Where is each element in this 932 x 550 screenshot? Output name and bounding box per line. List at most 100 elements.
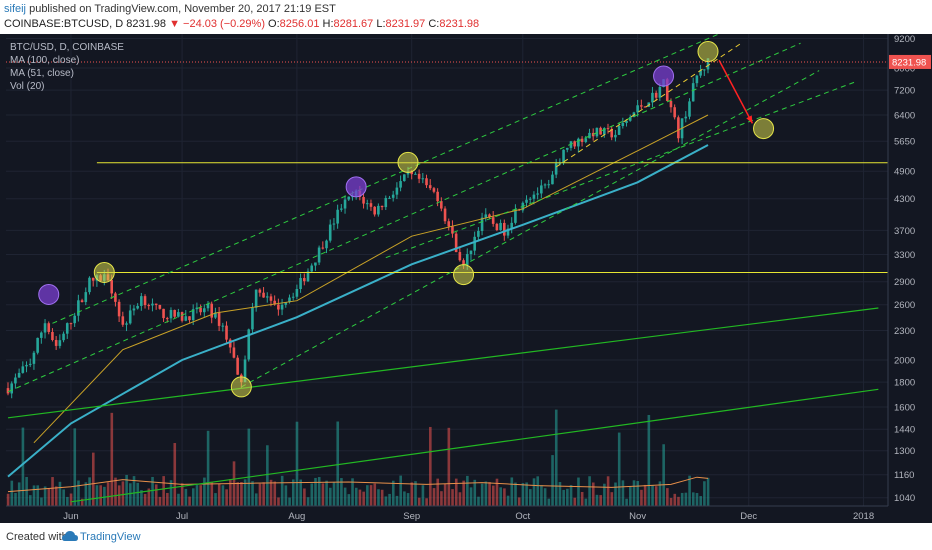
volume-bar (106, 482, 110, 506)
volume-bar (217, 483, 221, 506)
candle-body (502, 222, 506, 236)
volume-bar (203, 477, 206, 506)
volume-bar (251, 481, 254, 506)
volume-bar (32, 485, 36, 506)
volume-bar (551, 455, 554, 506)
volume-bar (614, 482, 617, 506)
y-tick-label: 5650 (894, 137, 915, 148)
candle-body (473, 236, 476, 251)
legend-ma51[interactable]: MA (51, close) (10, 68, 74, 79)
author-link[interactable]: sifeij (4, 3, 27, 15)
publish-text: published on TradingView.com, November 2… (29, 3, 336, 15)
volume-bar (599, 495, 602, 506)
candle-body (602, 128, 606, 135)
candle-body (247, 329, 251, 360)
candle-body (606, 128, 610, 130)
volume-bar (540, 485, 543, 506)
candle-body (414, 173, 417, 175)
volume-bar (473, 479, 477, 506)
y-tick-label: 1440 (894, 425, 915, 436)
candle-body (114, 293, 117, 302)
volume-bar (143, 493, 147, 506)
volume-bar (362, 491, 365, 506)
marker-circle-purple (345, 176, 367, 198)
volume-bar (532, 478, 536, 506)
y-tick-label: 4300 (894, 194, 915, 205)
candle-body (491, 217, 495, 224)
price-chart[interactable]: 9200 8000 7200 6400 5650 4900 4300 3700 3300 2900… (0, 34, 932, 523)
candle-body (595, 127, 599, 137)
volume-bar (84, 482, 88, 506)
last-price: 8231.98 (126, 18, 167, 30)
candle-body (65, 323, 69, 334)
high-label: H: (322, 18, 334, 30)
volume-bar (140, 490, 143, 506)
volume-bar (436, 478, 440, 506)
candle-body (417, 173, 421, 179)
volume-bar (17, 482, 21, 506)
volume-bar (236, 482, 240, 506)
candle-body (654, 92, 658, 98)
y-tick-label: 1600 (894, 402, 915, 413)
candle-body (47, 323, 51, 332)
candle-body (325, 240, 328, 249)
candle-body (273, 300, 276, 305)
volume-bar (377, 489, 380, 506)
candle-body (540, 185, 543, 194)
price-change: −24.03 (−0.29%) (183, 18, 265, 30)
candle-body (688, 101, 691, 117)
candle-body (477, 230, 480, 237)
candle-body (177, 312, 180, 317)
candle-body (380, 205, 384, 208)
volume-bar (410, 482, 414, 506)
volume-bar (610, 492, 614, 506)
volume-bar (229, 479, 232, 506)
y-tick-label: 2000 (894, 355, 915, 366)
candle-body (221, 325, 225, 327)
volume-bar (547, 498, 551, 506)
volume-bar (347, 494, 351, 506)
volume-bar (80, 498, 84, 506)
volume-bar (14, 492, 17, 506)
y-tick-label: 1160 (894, 470, 914, 481)
tradingview-brand[interactable]: TradingView (80, 531, 141, 543)
candle-body (377, 205, 380, 215)
candle-body (625, 120, 628, 123)
candle-body (128, 310, 132, 324)
marker-circle-yellow (397, 151, 419, 173)
y-tick-label: 4900 (894, 167, 915, 178)
candle-body (288, 297, 291, 303)
candle-body (406, 171, 410, 175)
candle-body (525, 199, 528, 203)
x-tick-label: Jul (176, 511, 188, 522)
volume-bar (684, 492, 688, 506)
volume-bar (603, 483, 606, 506)
candle-body (14, 377, 17, 384)
candle-body (73, 315, 76, 324)
volume-bar (432, 488, 436, 506)
volume-bar (573, 497, 577, 506)
volume-bar (277, 497, 280, 506)
y-tick-label: 6400 (894, 110, 915, 121)
volume-bar (588, 476, 591, 506)
candle-body (36, 337, 39, 353)
chart-panel[interactable]: 9200 8000 7200 6400 5650 4900 4300 3700 3300 2900… (0, 34, 932, 523)
candle-body (588, 132, 591, 139)
candle-body (565, 147, 569, 150)
volume-bar (506, 495, 510, 506)
candle-body (321, 247, 325, 249)
volume-bar (425, 498, 428, 506)
channel-line (555, 42, 742, 168)
volume-bar (629, 486, 632, 506)
high-value: 8281.67 (333, 18, 374, 30)
volume-bar (354, 487, 358, 506)
volume-bar (643, 484, 647, 506)
volume-bar (617, 432, 621, 506)
volume-bar (110, 412, 114, 506)
legend-ma100[interactable]: MA (100, close) (10, 55, 80, 66)
candle-body (169, 309, 173, 319)
legend-volume[interactable]: Vol (20) (10, 81, 45, 92)
volume-bar (51, 477, 54, 506)
candle-body (91, 277, 95, 281)
volume-bar (54, 486, 58, 506)
